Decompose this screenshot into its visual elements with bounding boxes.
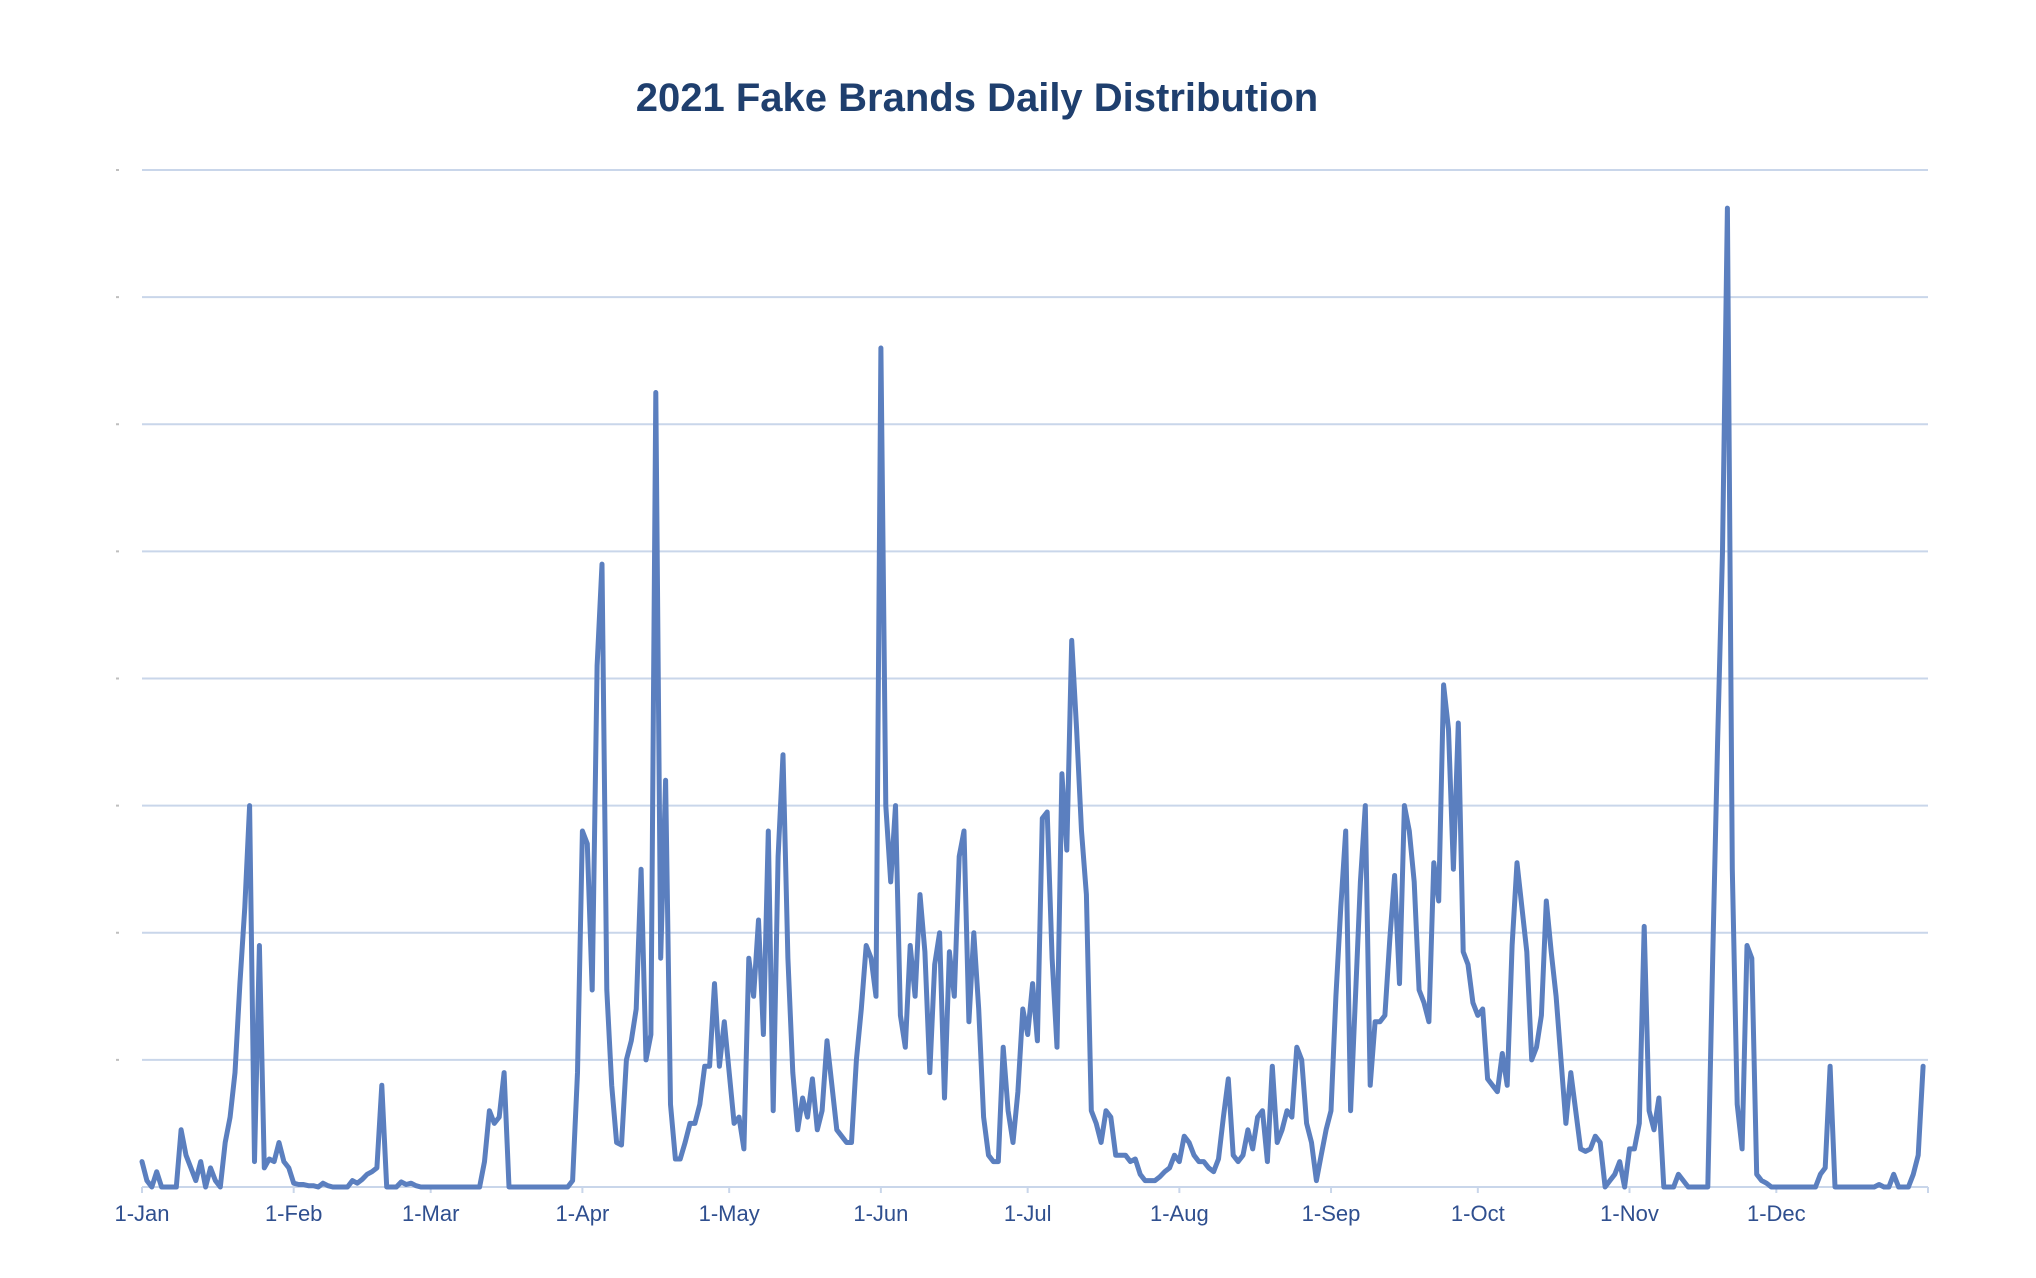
x-tick-label: 1-May <box>699 1201 760 1226</box>
x-tick-label: 1-Oct <box>1451 1201 1505 1226</box>
x-axis-labels: 1-Jan 1-Feb 1-Mar 1-Apr 1-May 1-Jun 1-Jul 1-Aug… <box>114 1201 1805 1226</box>
x-tick-label: 1-Nov <box>1600 1201 1659 1226</box>
gridlines <box>142 169 1928 1061</box>
series-line <box>139 205 1926 1190</box>
x-tick-label: 1-Mar <box>402 1201 459 1226</box>
x-axis-ticks <box>141 1187 1929 1193</box>
x-tick-label: 1-Feb <box>265 1201 322 1226</box>
y-axis-ticks <box>116 169 119 1061</box>
x-tick-label: 1-Jan <box>114 1201 169 1226</box>
x-tick-label: 1-Jun <box>853 1201 908 1226</box>
x-tick-label: 1-Jul <box>1004 1201 1052 1226</box>
x-tick-label: 1-Sep <box>1302 1201 1361 1226</box>
x-tick-label: 1-Apr <box>555 1201 609 1226</box>
x-tick-label: 1-Dec <box>1747 1201 1806 1226</box>
series-group <box>139 205 1926 1190</box>
chart-title: 2021 Fake Brands Daily Distribution <box>635 76 1319 120</box>
x-tick-label: 1-Aug <box>1150 1201 1209 1226</box>
